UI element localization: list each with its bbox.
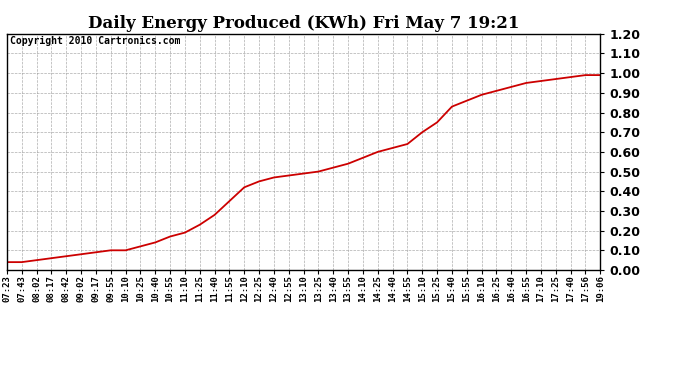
Title: Daily Energy Produced (KWh) Fri May 7 19:21: Daily Energy Produced (KWh) Fri May 7 19… <box>88 15 520 32</box>
Text: Copyright 2010 Cartronics.com: Copyright 2010 Cartronics.com <box>10 36 180 46</box>
